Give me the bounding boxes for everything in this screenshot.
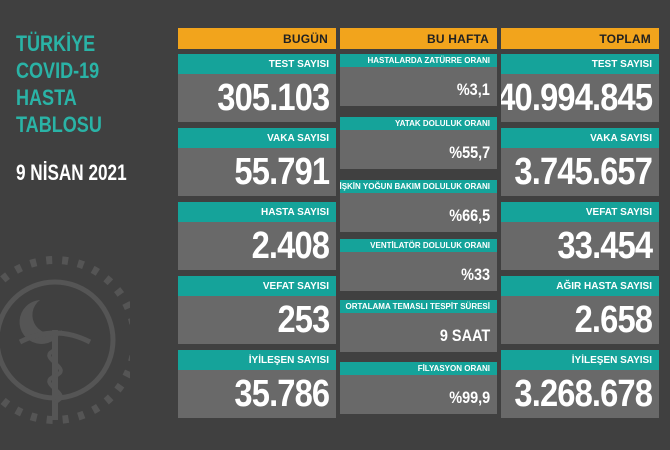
- stat-label: İYİLEŞEN SAYISI: [178, 350, 336, 370]
- today-patient: HASTA SAYISI 2.408: [178, 202, 336, 270]
- total-case: VAKA SAYISI 3.745.657: [501, 128, 659, 196]
- stat-value: 305.103: [178, 74, 336, 122]
- total-test: TEST SAYISI 40.994.845: [501, 54, 659, 122]
- week-column: BU HAFTA HASTALARDA ZATÜRRE ORANI %3,1 Y…: [340, 28, 497, 446]
- stat-label: AĞIR HASTA SAYISI: [501, 276, 659, 296]
- today-death: VEFAT SAYISI 253: [178, 276, 336, 344]
- total-critical: AĞIR HASTA SAYISI 2.658: [501, 276, 659, 344]
- page-title: TÜRKİYE COVID-19 HASTA TABLOSU: [16, 30, 102, 138]
- stat-label: VENTİLATÖR DOLULUK ORANI: [340, 239, 497, 252]
- today-case: VAKA SAYISI 55.791: [178, 128, 336, 196]
- stat-label: FİLYASYON ORANI: [340, 362, 497, 375]
- week-ventilator-occupancy: VENTİLATÖR DOLULUK ORANI %33: [340, 239, 497, 291]
- stat-value: 33.454: [501, 222, 659, 270]
- stat-value: 2.408: [178, 222, 336, 270]
- today-header: BUGÜN: [178, 28, 336, 49]
- stat-label: HASTA SAYISI: [178, 202, 336, 222]
- stat-label: ERİŞKİN YOĞUN BAKIM DOLULUK ORANI: [340, 180, 497, 193]
- stat-value: 9 SAAT: [340, 313, 497, 352]
- stat-label: HASTALARDA ZATÜRRE ORANI: [340, 54, 497, 67]
- report-date: 9 NİSAN 2021: [16, 160, 127, 185]
- stat-label: TEST SAYISI: [178, 54, 336, 74]
- stat-label: TEST SAYISI: [501, 54, 659, 74]
- stat-value: 3.268.678: [501, 370, 659, 418]
- stat-value: %33: [340, 252, 497, 291]
- total-column: TOPLAM TEST SAYISI 40.994.845 VAKA SAYIS…: [501, 28, 659, 446]
- title-line: TÜRKİYE: [16, 31, 96, 56]
- total-recovered: İYİLEŞEN SAYISI 3.268.678: [501, 350, 659, 418]
- stat-value: 253: [178, 296, 336, 344]
- stat-value: 3.745.657: [501, 148, 659, 196]
- stat-label: VAKA SAYISI: [501, 128, 659, 148]
- total-header: TOPLAM: [501, 28, 659, 49]
- stat-label: İYİLEŞEN SAYISI: [501, 350, 659, 370]
- stat-value: 40.994.845: [501, 74, 659, 122]
- stat-value: 2.658: [501, 296, 659, 344]
- stat-value: %66,5: [340, 193, 497, 232]
- stat-label: ORTALAMA TEMASLI TESPİT SÜRESİ: [340, 300, 497, 313]
- stat-label: VEFAT SAYISI: [178, 276, 336, 296]
- stat-label: YATAK DOLULUK ORANI: [340, 117, 497, 130]
- week-filiation: FİLYASYON ORANI %99,9: [340, 362, 497, 414]
- today-column: BUGÜN TEST SAYISI 305.103 VAKA SAYISI 55…: [178, 28, 336, 446]
- stat-value: %99,9: [340, 375, 497, 414]
- ministry-emblem-icon: [0, 256, 130, 424]
- stat-value: 35.786: [178, 370, 336, 418]
- week-header: BU HAFTA: [340, 28, 497, 49]
- stat-label: VAKA SAYISI: [178, 128, 336, 148]
- title-line: HASTA: [16, 85, 77, 110]
- title-line: TABLOSU: [16, 112, 102, 137]
- stat-label: VEFAT SAYISI: [501, 202, 659, 222]
- today-test: TEST SAYISI 305.103: [178, 54, 336, 122]
- title-line: COVID-19: [16, 58, 100, 83]
- stat-value: %3,1: [340, 67, 497, 106]
- week-contact-time: ORTALAMA TEMASLI TESPİT SÜRESİ 9 SAAT: [340, 300, 497, 352]
- week-pneumonia: HASTALARDA ZATÜRRE ORANI %3,1: [340, 54, 497, 106]
- stat-value: 55.791: [178, 148, 336, 196]
- total-death: VEFAT SAYISI 33.454: [501, 202, 659, 270]
- week-bed-occupancy: YATAK DOLULUK ORANI %55,7: [340, 117, 497, 169]
- stat-value: %55,7: [340, 130, 497, 169]
- week-icu-occupancy: ERİŞKİN YOĞUN BAKIM DOLULUK ORANI %66,5: [340, 180, 497, 232]
- today-recovered: İYİLEŞEN SAYISI 35.786: [178, 350, 336, 418]
